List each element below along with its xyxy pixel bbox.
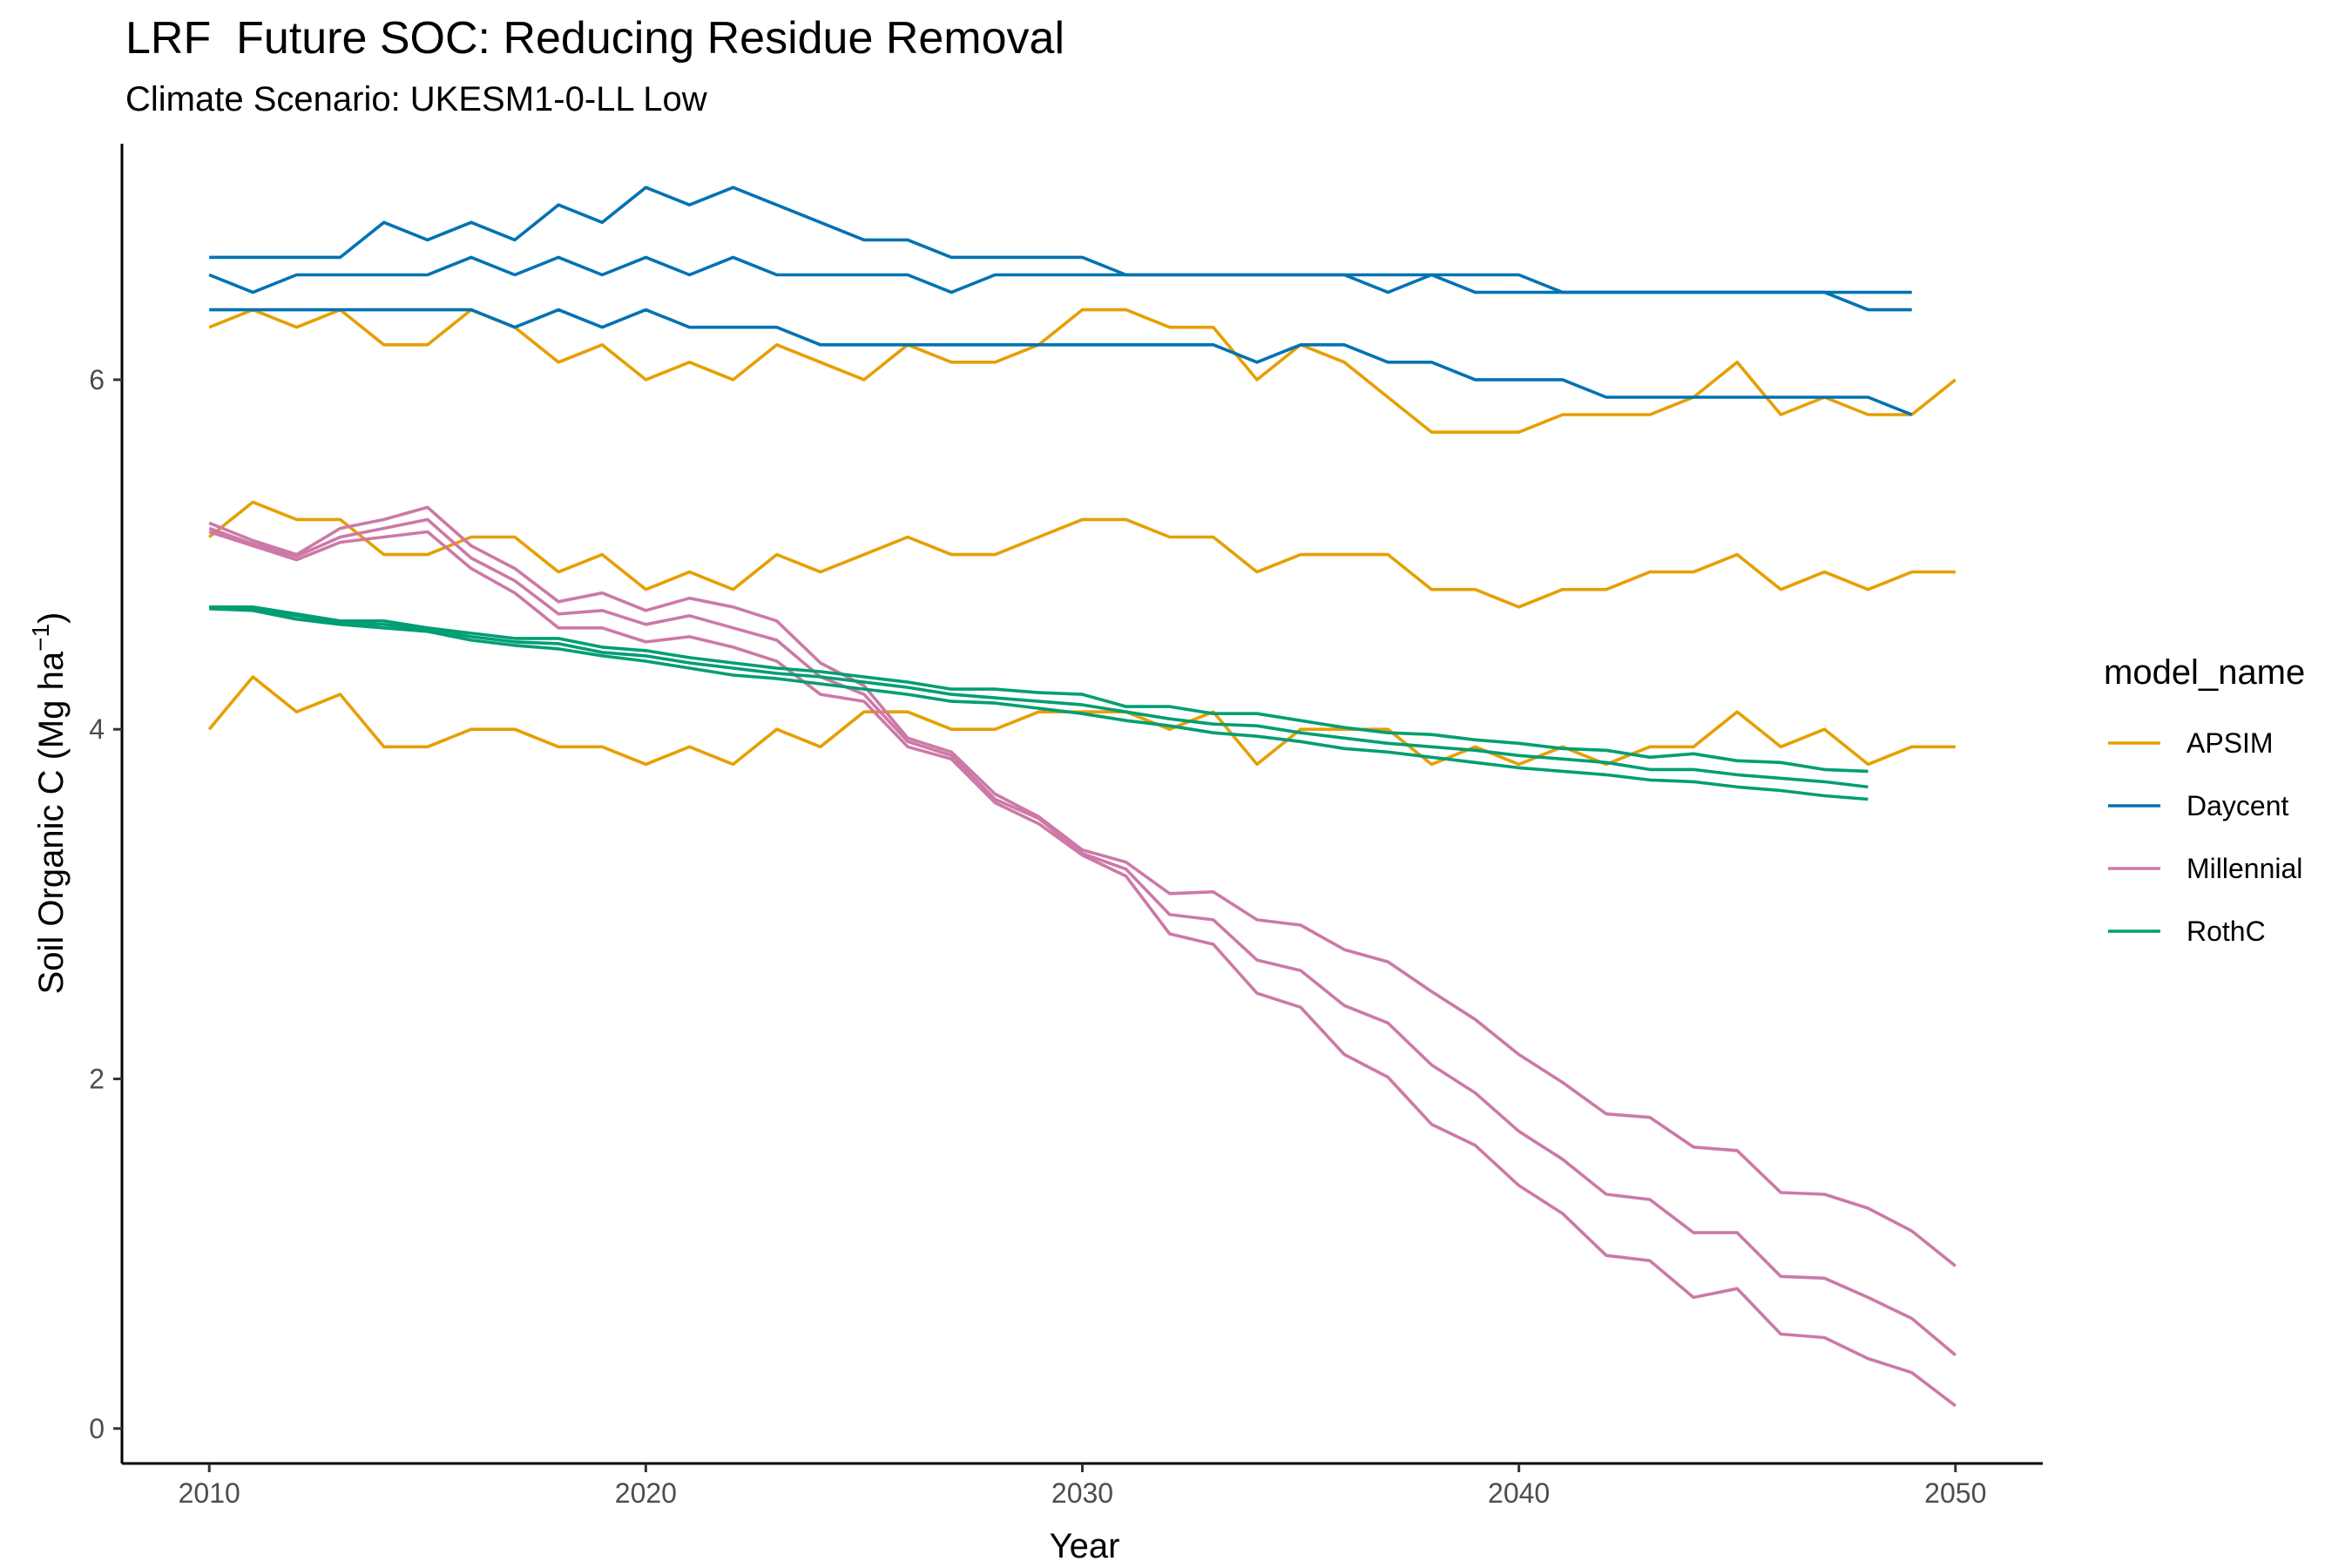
legend-label-daycent: Daycent [2186,790,2289,821]
legend-label-apsim: APSIM [2186,727,2274,759]
y-tick-label: 4 [89,713,105,745]
x-axis-ticks: 2010 2020 2030 2040 2050 [179,1463,1986,1509]
series-line-apsim-1 [208,500,1956,609]
chart-subtitle: Climate Scenario: UKESM1-0-LL Low [125,80,707,118]
x-tick-label: 2010 [179,1477,240,1509]
series-line-apsim-0 [208,308,1957,434]
y-axis-title-close: ) [32,612,71,624]
series-line-millennial-8 [208,530,1957,1408]
legend-title: model_name [2104,653,2305,692]
chart-title: LRF Future SOC: Reducing Residue Removal [125,13,1065,64]
x-axis-title: Year [1050,1527,1120,1565]
y-axis-title-main: Soil Organic C (Mg ha [32,651,71,994]
x-tick-label: 2020 [615,1477,677,1509]
x-tick-label: 2050 [1924,1477,1986,1509]
series-line-daycent-5 [209,308,1913,416]
legend-label-rothc: RothC [2186,916,2266,947]
legend-label-millennial: Millennial [2186,853,2302,884]
y-tick-label: 6 [89,364,105,395]
y-tick-label: 0 [89,1413,105,1444]
legend: model_name APSIM Daycent Millennial RothC [2104,653,2305,947]
series-line-rothc-10 [209,605,1869,789]
series-line-apsim-2 [207,675,1956,767]
series-layer [207,186,1957,1408]
legend-entries: APSIM Daycent Millennial RothC [2108,727,2302,947]
series-line-millennial-7 [208,517,1957,1356]
y-axis-ticks: 0 2 4 6 [89,364,122,1444]
series-line-daycent-4 [208,255,1912,312]
series-line-rothc-9 [209,605,1869,774]
x-tick-label: 2030 [1051,1477,1113,1509]
series-line-rothc-11 [209,607,1869,801]
series-line-millennial-6 [208,505,1957,1267]
y-tick-label: 2 [89,1064,105,1095]
x-tick-label: 2040 [1488,1477,1550,1509]
y-axis-title-superscript: −1 [27,624,54,652]
y-axis-title: Soil Organic C (Mg ha−1) [27,612,71,995]
series-line-daycent-3 [209,186,1912,294]
